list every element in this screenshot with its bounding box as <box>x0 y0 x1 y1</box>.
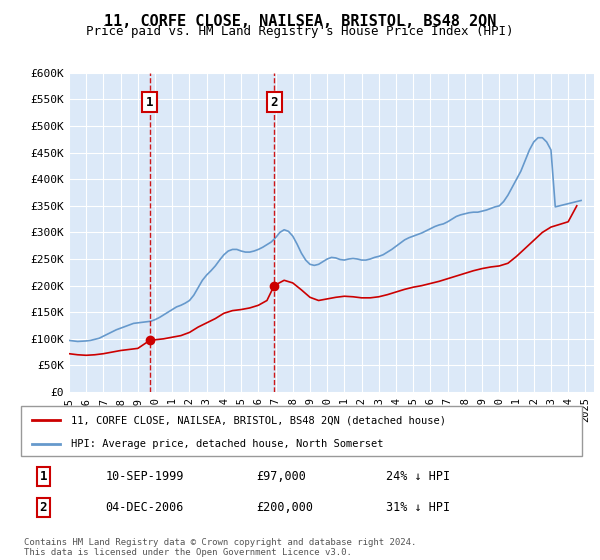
Text: Price paid vs. HM Land Registry's House Price Index (HPI): Price paid vs. HM Land Registry's House … <box>86 25 514 38</box>
FancyBboxPatch shape <box>21 406 582 456</box>
Text: £97,000: £97,000 <box>257 470 307 483</box>
Text: 31% ↓ HPI: 31% ↓ HPI <box>386 501 450 514</box>
Text: 24% ↓ HPI: 24% ↓ HPI <box>386 470 450 483</box>
Text: 1: 1 <box>40 470 47 483</box>
Text: 04-DEC-2006: 04-DEC-2006 <box>105 501 184 514</box>
Text: 2: 2 <box>271 96 278 109</box>
Text: 2: 2 <box>40 501 47 514</box>
Text: Contains HM Land Registry data © Crown copyright and database right 2024.
This d: Contains HM Land Registry data © Crown c… <box>24 538 416 557</box>
Text: 10-SEP-1999: 10-SEP-1999 <box>105 470 184 483</box>
Text: 1: 1 <box>146 96 154 109</box>
Text: 11, CORFE CLOSE, NAILSEA, BRISTOL, BS48 2QN (detached house): 11, CORFE CLOSE, NAILSEA, BRISTOL, BS48 … <box>71 415 446 425</box>
Text: £200,000: £200,000 <box>257 501 314 514</box>
Text: 11, CORFE CLOSE, NAILSEA, BRISTOL, BS48 2QN: 11, CORFE CLOSE, NAILSEA, BRISTOL, BS48 … <box>104 14 496 29</box>
Text: HPI: Average price, detached house, North Somerset: HPI: Average price, detached house, Nort… <box>71 439 384 449</box>
